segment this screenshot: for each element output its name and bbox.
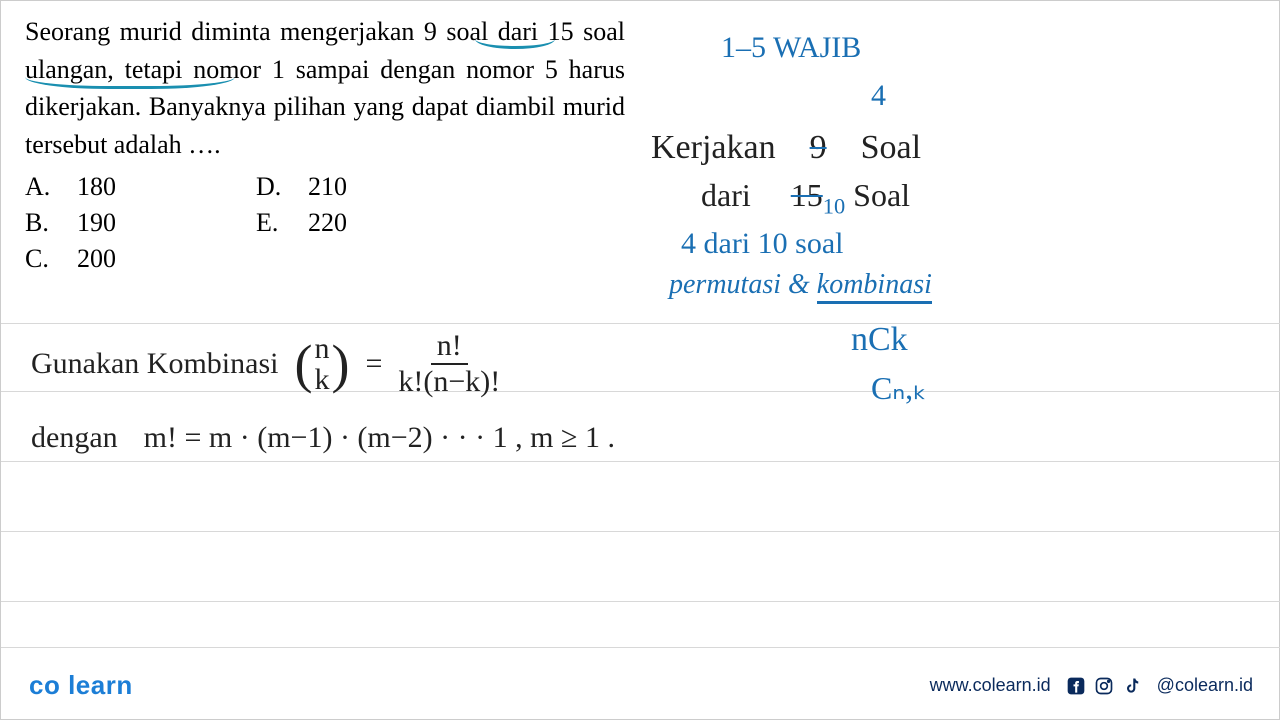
hw-nine-strike: 9 xyxy=(810,129,827,166)
binom-inner: n k xyxy=(312,333,331,396)
instagram-icon xyxy=(1093,675,1115,697)
option-d: D. 210 xyxy=(256,172,347,202)
option-value: 180 xyxy=(77,172,116,202)
option-value: 200 xyxy=(77,244,116,274)
hw-kerjakan: Kerjakan 9 Soal xyxy=(651,129,921,167)
options-col-left: A. 180 B. 190 C. 200 xyxy=(25,172,116,274)
option-letter: D. xyxy=(256,172,290,202)
rule-line xyxy=(1,531,1280,532)
hw-dari-line: dari 1510 Soal xyxy=(701,177,910,219)
hw-soal1: Soal xyxy=(861,129,921,166)
hw-factorial-def: m! = m · (m−1) · (m−2) · · · 1 , m ≥ 1 . xyxy=(144,421,615,455)
rule-line xyxy=(1,323,1280,324)
hw-soal2: Soal xyxy=(853,177,910,213)
lesson-page: Seorang murid diminta mengerjakan 9 soal… xyxy=(0,0,1280,720)
hw-formula-row: Gunakan Kombinasi ( n k ) = n! k!(n−k)! xyxy=(31,331,500,397)
hw-wajib: 1–5 WAJIB xyxy=(721,31,861,65)
option-c: C. 200 xyxy=(25,244,116,274)
hw-dengan: dengan xyxy=(31,421,118,455)
option-value: 210 xyxy=(308,172,347,202)
teal-underline-9soal xyxy=(475,39,555,49)
answer-options: A. 180 B. 190 C. 200 D. 210 E. 220 xyxy=(25,172,1255,274)
option-a: A. 180 xyxy=(25,172,116,202)
option-e: E. 220 xyxy=(256,208,347,238)
footer-url: www.colearn.id xyxy=(930,675,1051,696)
hw-perm-prefix: permutasi & xyxy=(669,269,817,300)
hw-nCk: nCk xyxy=(851,321,908,359)
brand-logo: co learn xyxy=(29,670,133,701)
teal-underline-15soal xyxy=(25,77,235,89)
hw-4dari10: 4 dari 10 soal xyxy=(681,227,843,261)
options-col-right: D. 210 E. 220 xyxy=(256,172,347,274)
option-b: B. 190 xyxy=(25,208,116,238)
footer: co learn www.colearn.id @colearn.id xyxy=(1,670,1280,701)
rule-line xyxy=(1,647,1280,648)
hw-eq: = xyxy=(365,347,382,381)
hw-kerjakan-text: Kerjakan xyxy=(651,129,776,166)
footer-handle: @colearn.id xyxy=(1157,675,1253,696)
footer-right: www.colearn.id @colearn.id xyxy=(930,675,1253,697)
rule-line xyxy=(1,461,1280,462)
paren-left: ( xyxy=(294,340,312,389)
hw-dengan-row: dengan m! = m · (m−1) · (m−2) · · · 1 , … xyxy=(31,421,615,455)
option-value: 220 xyxy=(308,208,347,238)
hw-four: 4 xyxy=(871,79,886,113)
hw-kombinasi-underlined: kombinasi xyxy=(817,269,932,304)
frac-num: n! xyxy=(431,331,468,365)
social-icons xyxy=(1065,675,1143,697)
rule-line xyxy=(1,601,1280,602)
hw-perm-comb: permutasi & kombinasi xyxy=(669,269,932,301)
hw-binomial: ( n k ) xyxy=(294,333,349,396)
hw-Cnk: Cₙ,ₖ xyxy=(871,369,927,407)
option-letter: E. xyxy=(256,208,290,238)
binom-n: n xyxy=(314,333,329,365)
option-letter: B. xyxy=(25,208,59,238)
hw-dari: dari xyxy=(701,177,751,213)
question-text: Seorang murid diminta mengerjakan 9 soal… xyxy=(25,13,625,164)
hw-ten-sub: 10 xyxy=(823,193,845,218)
hw-fifteen-strike: 15 xyxy=(791,177,823,213)
hw-fraction: n! k!(n−k)! xyxy=(398,331,500,397)
tiktok-icon xyxy=(1121,675,1143,697)
option-letter: A. xyxy=(25,172,59,202)
binom-k: k xyxy=(314,364,329,396)
option-letter: C. xyxy=(25,244,59,274)
hw-gunakan: Gunakan Kombinasi xyxy=(31,347,278,381)
facebook-icon xyxy=(1065,675,1087,697)
frac-den: k!(n−k)! xyxy=(398,365,500,397)
option-value: 190 xyxy=(77,208,116,238)
paren-right: ) xyxy=(331,340,349,389)
